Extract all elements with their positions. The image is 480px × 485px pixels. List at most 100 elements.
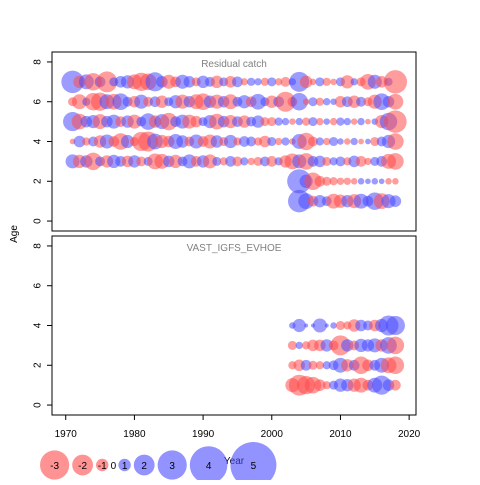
residual-bubble [274,137,283,146]
y-tick-label: 2 [33,178,44,184]
residual-bubble [281,117,290,126]
residual-bubble [246,136,257,147]
panel-title: Residual catch [201,59,267,70]
residual-bubble [299,75,313,89]
legend-label: 1 [122,461,128,472]
residual-bubble [267,117,277,127]
residual-bubble [304,323,309,328]
residual-bubble [324,323,329,328]
residual-bubble [329,117,338,126]
residual-bubble [386,336,405,355]
residual-bubble [387,93,404,110]
residual-bubble [212,156,222,166]
residual-bubble [287,340,297,350]
x-tick-label: 1980 [123,429,146,440]
y-tick-label: 8 [33,243,44,249]
residual-bubble [223,134,238,149]
residual-bubble [343,117,352,126]
y-tick-label: 8 [33,59,44,65]
residual-bubble [364,157,372,166]
legend-bubble [133,454,155,476]
residual-bubble [112,93,129,111]
residual-bubble [309,78,317,86]
y-tick-label: 2 [33,362,44,368]
residual-bubble [183,76,196,88]
residual-bubble [266,156,278,167]
legend-bubble [230,442,277,485]
residual-bubble [365,118,371,125]
x-tick-label: 1970 [55,429,78,440]
residual-bubble [315,97,324,106]
residual-bubble [389,195,402,207]
residual-bubble [329,177,338,186]
residual-bubble [295,341,303,350]
residual-bubble [120,134,135,149]
panel-title: VAST_IGFS_EVHOE [187,243,282,254]
residual-bubble [330,322,337,329]
residual-bubble [384,110,407,133]
residual-bubble [336,177,345,185]
legend-bubble [96,458,109,472]
residual-bubble [371,178,379,185]
residual-bubble [274,78,283,86]
y-tick-label: 6 [33,99,44,105]
residual-bubble [387,133,404,150]
legend-label: 3 [169,461,175,472]
residual-bubble [365,178,371,185]
legend-bubble [157,450,187,480]
residual-bubble [314,175,326,187]
residual-bubble [259,135,271,148]
residual-bubble [308,136,318,147]
residual-bubble [340,75,354,89]
residual-bubble [232,156,243,167]
residual-bubble [315,137,324,146]
legend-label: 4 [206,461,212,472]
residual-bubble [295,117,303,126]
y-tick-label: 0 [33,402,44,408]
residual-bubble [387,153,404,170]
residual-bubble [308,97,318,107]
x-tick-label: 2000 [261,429,284,440]
residual-bubble [337,138,344,145]
residual-bubble [365,138,371,145]
residual-bubble [300,359,312,371]
residual-bubble [335,156,346,167]
legend-label: 0 [111,461,117,472]
residual-bubble [350,78,358,86]
y-tick-label: 4 [33,322,44,328]
residual-bubble [330,78,337,86]
residual-bubble [281,137,290,146]
x-tick-label: 2020 [398,429,421,440]
residual-bubble [210,75,224,89]
residual-bubble [329,136,339,147]
residual-bubble [322,176,332,186]
residual-bubble [336,117,345,126]
residual-bubble [322,156,332,166]
residual-bubble [314,379,326,391]
residual-bubble [355,156,367,167]
residual-bubble [392,178,399,185]
residual-bubble [225,156,236,167]
legend-bubble [118,458,131,472]
residual-bubble [350,178,358,185]
residual-bubble [350,118,358,125]
residual-bubble [267,77,277,87]
residual-bubble [390,379,401,391]
residual-bubble [316,117,324,126]
residual-bubble [202,154,218,169]
residual-bubble [315,361,324,370]
y-axis-label: Age [9,225,20,243]
y-tick-label: 0 [33,218,44,224]
legend-label: -3 [50,461,59,472]
residual-bubble [260,117,270,127]
legend-bubble [72,454,93,476]
legend-bubble [40,450,70,480]
residual-bubble [308,117,318,127]
residual-bubble [72,94,87,110]
legend-bubble [189,446,228,484]
legend-label: 5 [251,461,257,472]
residual-bubble [329,157,338,166]
x-tick-label: 1990 [192,429,215,440]
panel-residual-catch: Residual catch 0 2 4 6 8 [33,51,417,232]
